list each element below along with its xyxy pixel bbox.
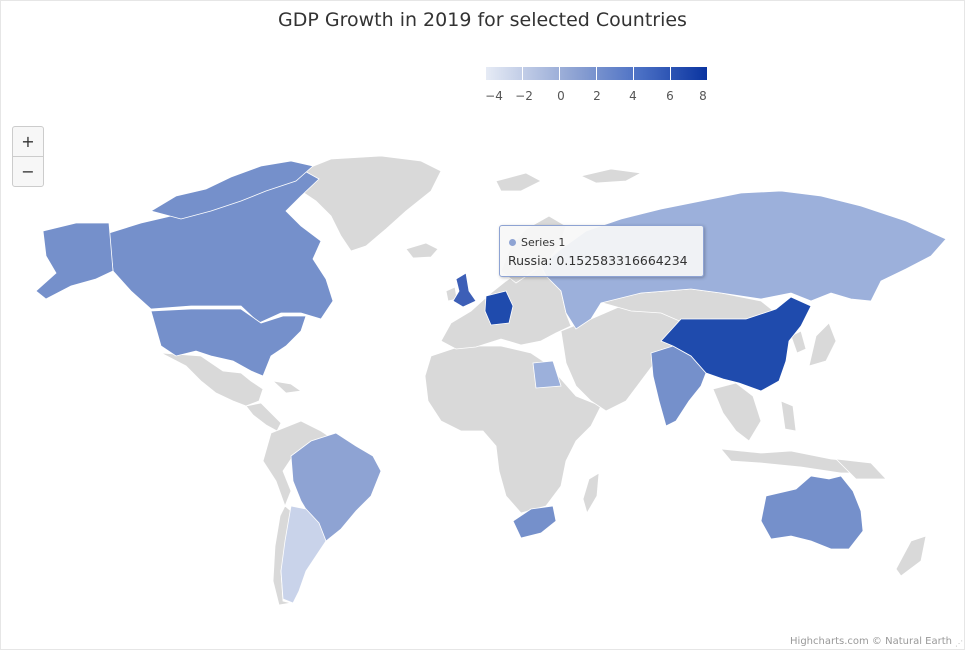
country-usa-alaska[interactable] [35, 222, 114, 300]
country-mexico[interactable] [160, 352, 264, 407]
legend-tick [633, 67, 634, 80]
legend-label: 0 [557, 89, 565, 103]
country-korea[interactable] [790, 330, 807, 354]
country-germany[interactable] [484, 290, 514, 326]
region-arctic-islands[interactable] [495, 172, 542, 192]
legend-tick [596, 67, 597, 80]
region-southeast-asia[interactable] [712, 382, 762, 442]
zoom-in-button[interactable]: + [12, 126, 44, 157]
country-papua-new-guinea[interactable] [834, 458, 887, 480]
region-caribbean[interactable] [271, 380, 303, 394]
chart-title: GDP Growth in 2019 for selected Countrie… [278, 9, 687, 31]
country-greenland[interactable] [300, 155, 442, 252]
country-argentina[interactable] [280, 505, 327, 604]
country-canada-arctic[interactable] [149, 160, 314, 220]
legend-label: 8 [699, 89, 707, 103]
series-marker-icon [509, 239, 516, 246]
country-madagascar[interactable] [582, 472, 600, 515]
legend-label: −2 [515, 89, 533, 103]
legend-label: 4 [629, 89, 637, 103]
country-japan[interactable] [808, 322, 837, 367]
legend-tick [559, 67, 560, 80]
region-indonesia[interactable] [720, 448, 882, 474]
country-united-states[interactable] [150, 308, 307, 377]
legend-tick [670, 67, 671, 80]
legend-tick [522, 67, 523, 80]
resize-handle-icon[interactable]: ⋰ [955, 639, 963, 648]
region-central-america[interactable] [245, 402, 282, 432]
legend-label: −4 [485, 89, 503, 103]
legend-label: 2 [593, 89, 601, 103]
country-brazil[interactable] [290, 432, 382, 542]
zoom-out-button[interactable]: − [12, 156, 44, 187]
country-south-africa[interactable] [512, 505, 557, 539]
continent-africa[interactable] [424, 345, 602, 514]
tooltip-value: Russia: 0.152583316664234 [508, 253, 688, 268]
country-united-kingdom[interactable] [452, 272, 477, 308]
country-china[interactable] [660, 296, 812, 392]
tooltip-series-name: Series 1 [521, 236, 566, 249]
color-axis-legend: −4 −2 0 2 4 6 8 [481, 63, 716, 108]
map-tooltip: Series 1 Russia: 0.152583316664234 [499, 225, 704, 277]
legend-label: 6 [666, 89, 674, 103]
country-australia[interactable] [760, 475, 864, 550]
country-new-zealand[interactable] [895, 535, 927, 577]
region-philippines[interactable] [780, 400, 797, 432]
credits-link[interactable]: Highcharts.com © Natural Earth [790, 636, 952, 647]
country-egypt[interactable] [532, 360, 562, 389]
region-franz-josef[interactable] [579, 168, 643, 184]
country-iceland[interactable] [405, 242, 439, 259]
